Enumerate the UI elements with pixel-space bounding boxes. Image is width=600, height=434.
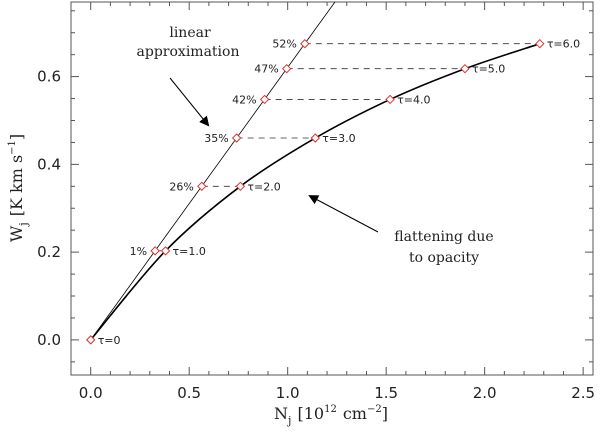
tau-marker <box>460 63 470 74</box>
tau-marker <box>385 94 395 105</box>
tau-label: τ=2.0 <box>247 180 280 193</box>
x-tick-label: 0.0 <box>79 384 103 402</box>
y-tick-label: 0.6 <box>37 68 61 86</box>
x-ticks: 0.0 0.5 1.0 1.5 2.0 2.5 <box>79 2 595 402</box>
y-ticks: 0.0 0.2 0.4 0.6 <box>37 10 593 363</box>
linear-marker <box>259 94 270 105</box>
linear-marker <box>300 38 310 49</box>
arrow-linear <box>169 77 210 127</box>
annotation-flat-line1: flattening due <box>394 229 493 245</box>
annotation-flat-line2: to opacity <box>409 250 479 266</box>
percent-label: 47% <box>254 63 278 76</box>
x-tick-label: 1.0 <box>276 384 300 402</box>
linear-marker <box>150 246 160 256</box>
arrow-flattening <box>308 195 379 233</box>
linear-marker <box>197 181 207 192</box>
percent-label: 1% <box>130 245 147 258</box>
tau-label: τ=3.0 <box>322 132 355 145</box>
point-labels: τ=0 τ=1.0 τ=2.0 τ=3.0 τ=4.0 τ=5.0 τ=6.0 1% 26% 35… <box>98 38 580 347</box>
y-tick-label: 0.4 <box>37 155 61 173</box>
curve-of-growth-line <box>90 42 541 341</box>
x-tick-label: 2.5 <box>571 384 595 402</box>
tau-label: τ=0 <box>98 334 121 347</box>
percent-label: 42% <box>232 93 256 106</box>
y-axis-title: Wj[K km s−1] <box>7 134 30 242</box>
tau-marker <box>535 38 545 49</box>
x-tick-label: 0.5 <box>177 384 201 402</box>
plot-frame <box>70 1 594 376</box>
tau-marker <box>235 181 246 192</box>
y-tick-label: 0.2 <box>37 243 61 261</box>
annotation-linear-line1: linear <box>169 25 211 41</box>
series-markers <box>85 38 545 345</box>
linear-approximation-line <box>90 1 336 341</box>
tau-label: τ=5.0 <box>472 63 505 76</box>
linear-marker <box>281 63 292 74</box>
tau-marker <box>160 246 171 256</box>
x-tick-label: 1.5 <box>374 384 398 402</box>
percent-label: 26% <box>169 180 193 193</box>
x-tick-label: 2.0 <box>473 384 497 402</box>
tau-marker <box>85 335 96 345</box>
tau-label: τ=6.0 <box>547 38 580 51</box>
x-axis-title: Nj [1012 cm−2] <box>274 404 388 427</box>
annotation-linear-line2: approximation <box>137 44 240 60</box>
tau-marker <box>310 133 320 143</box>
percent-label: 35% <box>204 132 228 145</box>
tau-label: τ=4.0 <box>397 93 430 106</box>
tau-label: τ=1.0 <box>173 245 206 258</box>
y-tick-label: 0.0 <box>37 331 61 349</box>
percent-label: 52% <box>272 38 296 51</box>
linear-marker <box>231 133 242 143</box>
